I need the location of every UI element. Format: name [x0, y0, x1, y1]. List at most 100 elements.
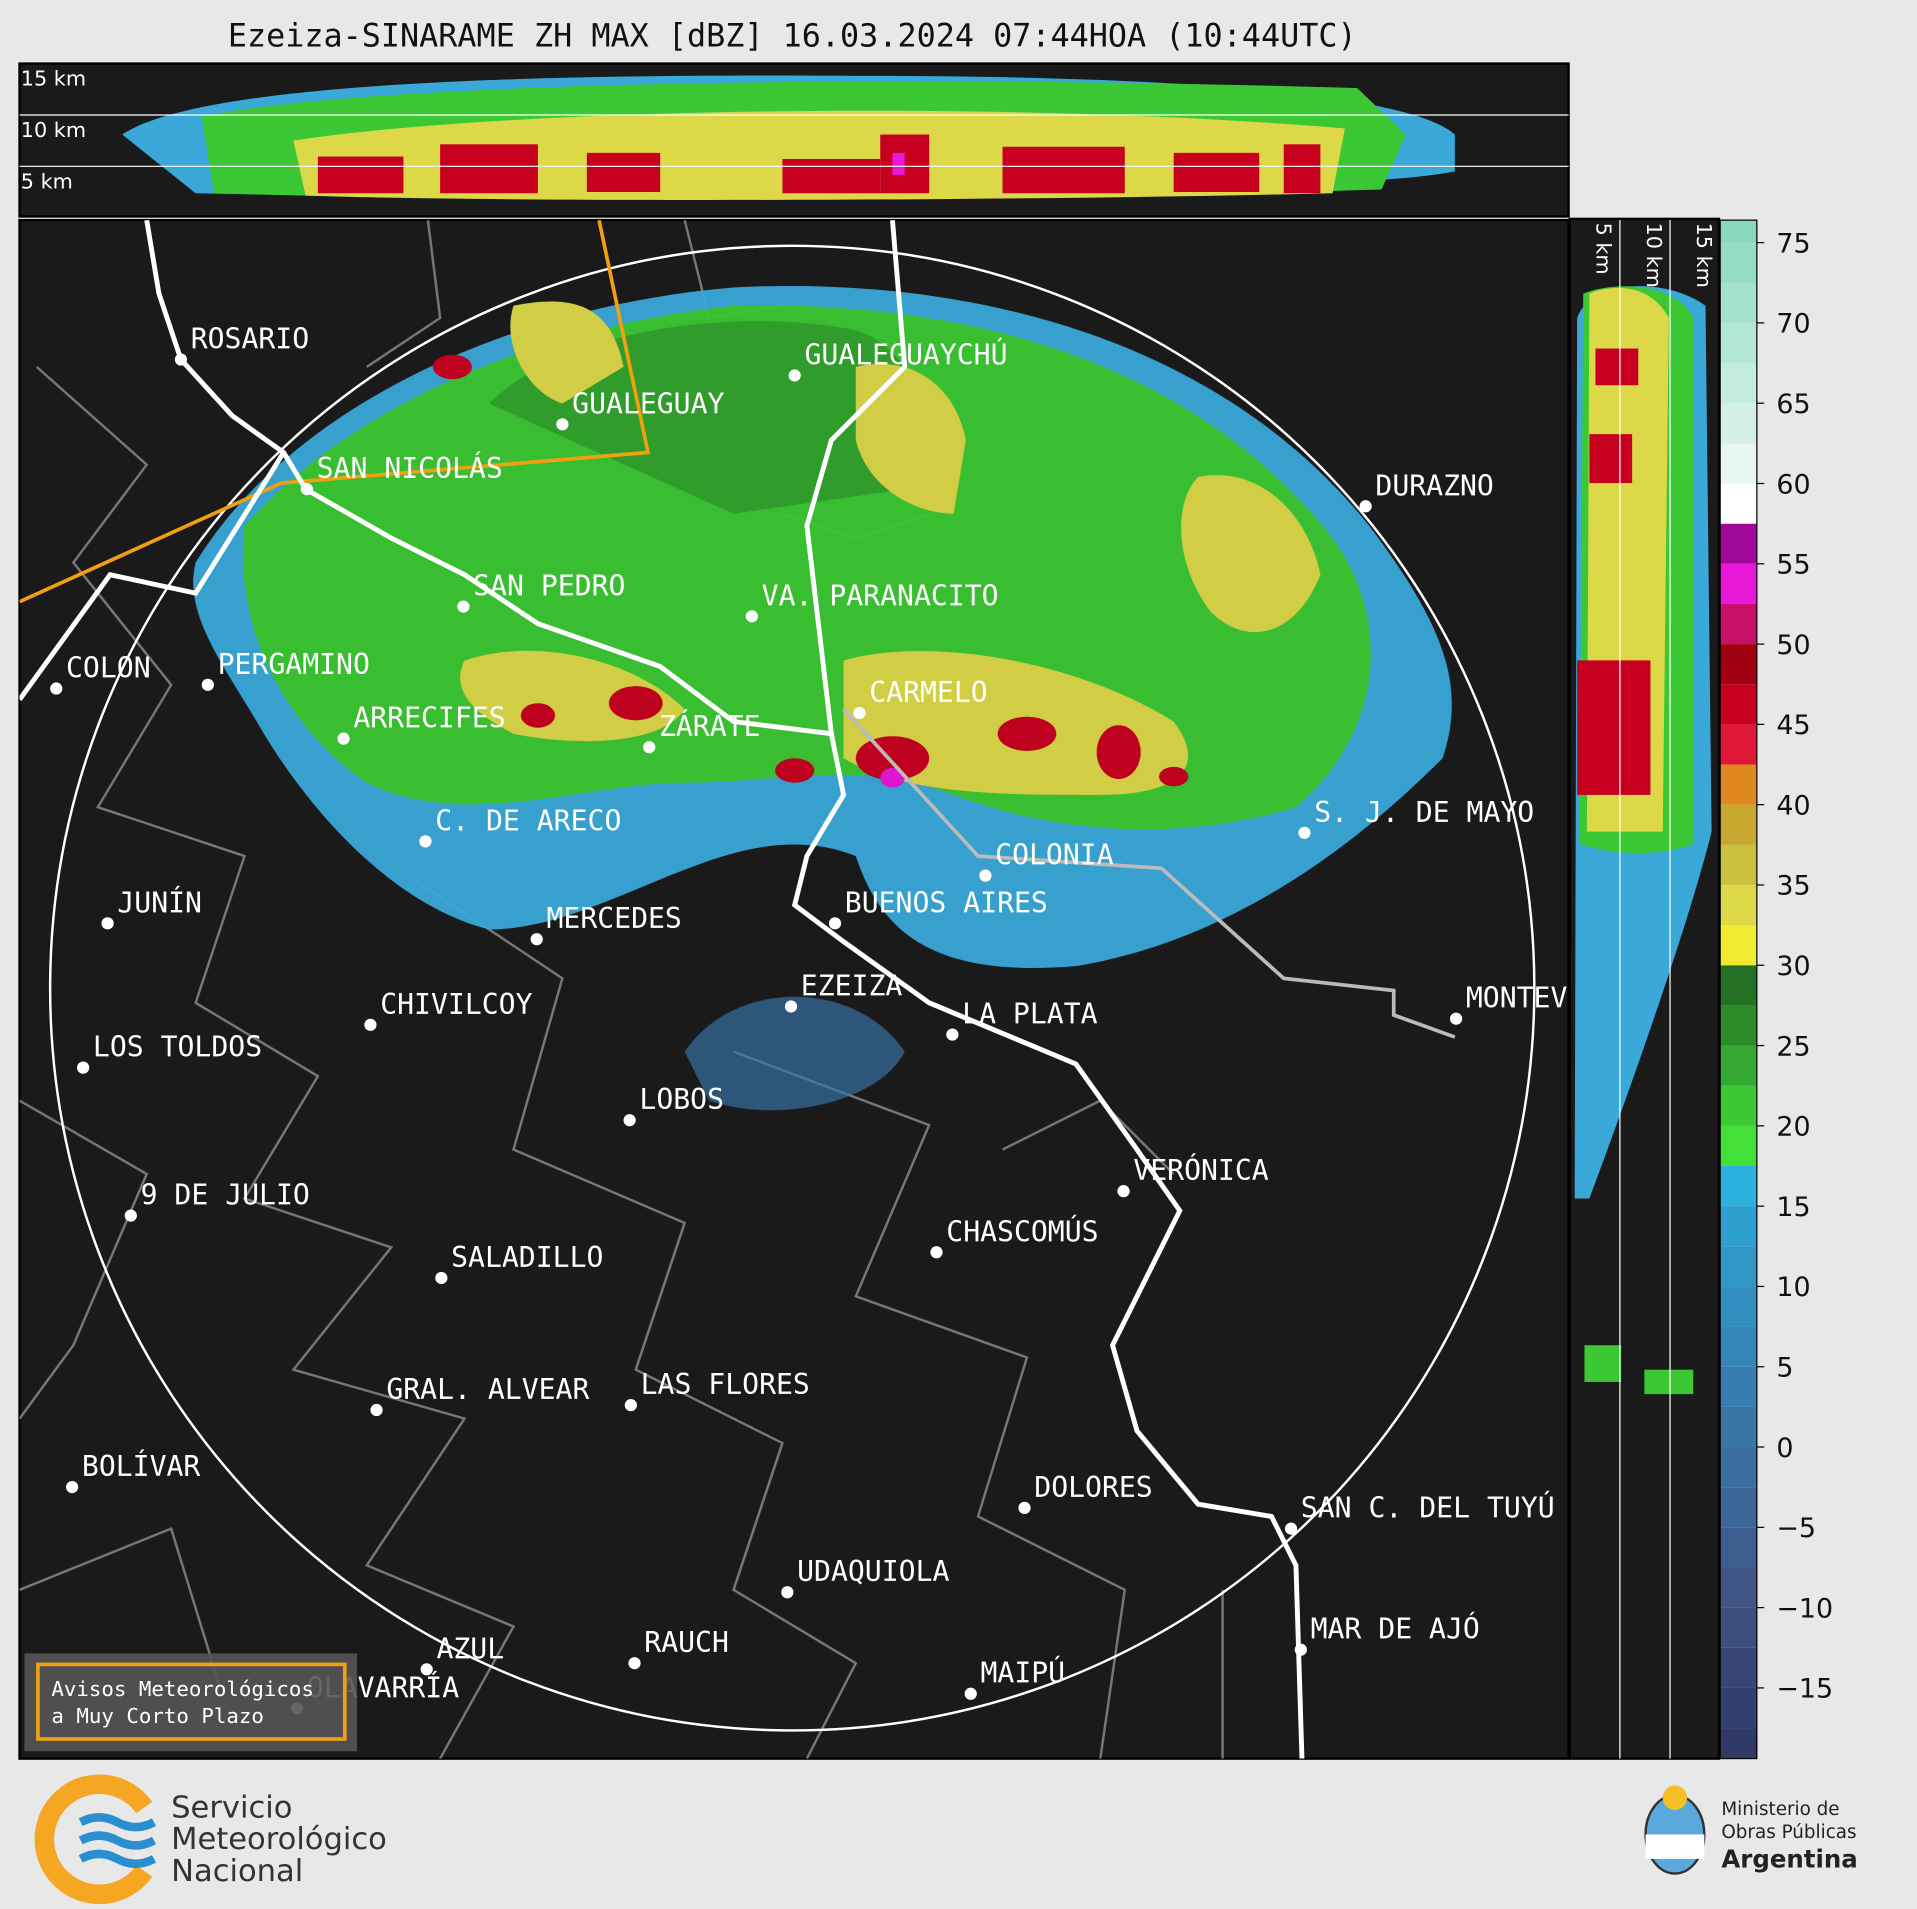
- city-label: MONTEVIDEO: [1466, 982, 1635, 1015]
- city-label: JUNÍN: [117, 885, 202, 919]
- city-label: LA PLATA: [962, 998, 1097, 1031]
- colorbar-step: [1720, 1005, 1757, 1046]
- city-label: AZUL: [436, 1632, 504, 1665]
- colorbar-step: [1720, 1647, 1757, 1688]
- colorbar-tick-label: 40: [1776, 790, 1810, 821]
- city-dot: [66, 1480, 79, 1494]
- colorbar-step: [1720, 363, 1757, 404]
- city-label: 9 DE JULIO: [141, 1179, 310, 1212]
- coast: [842, 708, 1456, 1039]
- city-dot: [1359, 500, 1372, 513]
- city-label: COLON: [66, 652, 151, 685]
- colorbar-tick-label: 0: [1776, 1433, 1793, 1464]
- city-label: LAS FLORES: [641, 1368, 810, 1401]
- colorbar-tick-label: −5: [1776, 1513, 1816, 1544]
- city-dot: [946, 1028, 959, 1041]
- city-label: UDAQUIOLA: [797, 1555, 949, 1588]
- colorbar-step: [1720, 242, 1757, 283]
- city-label: SAN C. DEL TUYÚ: [1301, 1491, 1555, 1525]
- colorbar-step: [1720, 1527, 1757, 1568]
- agency-name: Servicio: [171, 1790, 292, 1825]
- city-label: CARMELO: [869, 676, 987, 709]
- city-dot: [788, 369, 801, 382]
- colorbar-tick-label: 25: [1776, 1031, 1810, 1062]
- city-dot: [1117, 1185, 1130, 1198]
- colorbar-step: [1720, 844, 1757, 885]
- level-label: 5 km: [21, 169, 73, 193]
- colorbar-step: [1720, 1246, 1757, 1287]
- city-dot: [457, 600, 470, 613]
- level-label: 15 km: [21, 67, 86, 91]
- colorbar-step: [1720, 1326, 1757, 1367]
- ministry-emblem: [1644, 1785, 1706, 1875]
- city-dot: [419, 835, 432, 848]
- colorbar-tick-label: 65: [1776, 389, 1810, 420]
- notice-frame: [36, 1662, 347, 1741]
- colorbar-step: [1720, 282, 1757, 323]
- city-label: CHASCOMÚS: [946, 1214, 1098, 1248]
- city-dot: [781, 1586, 794, 1599]
- city-dot: [300, 483, 313, 496]
- city-label: COLONIA: [995, 839, 1114, 872]
- colorbar-step: [1720, 764, 1757, 805]
- level-label: 5 km: [1592, 223, 1616, 275]
- city-label: EZEIZA: [801, 969, 903, 1002]
- city-label: MAR DE AJÓ: [1311, 1612, 1480, 1646]
- city-dot: [1294, 1643, 1307, 1656]
- colorbar-step: [1720, 724, 1757, 765]
- colorbar-tick-label: 15: [1776, 1192, 1810, 1223]
- agency-name: Meteorológico: [171, 1822, 387, 1857]
- colorbar-step: [1720, 220, 1757, 243]
- city-dot: [1449, 1012, 1463, 1025]
- colorbar-step: [1720, 1045, 1757, 1086]
- colorbar-tick-label: −10: [1776, 1593, 1833, 1624]
- province-line: [19, 220, 651, 604]
- city-label: GRAL. ALVEAR: [386, 1373, 589, 1406]
- ministry-name: Ministerio de: [1721, 1799, 1839, 1820]
- city-dot: [1018, 1501, 1031, 1514]
- city-label: BOLÍVAR: [82, 1449, 201, 1483]
- colorbar-tick-label: 5: [1776, 1353, 1793, 1384]
- colorbar-step: [1720, 563, 1757, 604]
- city-dot: [784, 1000, 798, 1013]
- colorbar-step: [1720, 1406, 1757, 1448]
- city-label: LOBOS: [639, 1083, 724, 1116]
- colorbar-step: [1720, 483, 1757, 524]
- colorbar-tick-label: 60: [1776, 469, 1810, 500]
- city-dot: [77, 1061, 90, 1074]
- colorbar-step: [1720, 884, 1757, 926]
- right-echo: [1574, 286, 1712, 1395]
- city-label: C. DE ARECO: [435, 804, 621, 837]
- notice-text: Avisos Meteorológicos: [51, 1677, 314, 1701]
- colorbar-step: [1720, 1166, 1757, 1207]
- colorbar-step: [1720, 925, 1757, 966]
- colorbar-step: [1720, 1206, 1757, 1247]
- city-dot: [628, 1657, 641, 1670]
- city-dot: [530, 933, 543, 946]
- city-dot: [930, 1246, 943, 1259]
- city-label: RAUCH: [644, 1626, 729, 1659]
- colorbar-step: [1720, 1728, 1757, 1759]
- colorbar-tick-label: 70: [1776, 309, 1810, 340]
- colorbar-step: [1720, 403, 1757, 444]
- notice-box: [24, 1653, 357, 1752]
- colorbar-step: [1720, 1085, 1757, 1126]
- city-dot: [50, 682, 63, 695]
- colorbar-step: [1720, 1366, 1757, 1407]
- city-dot: [174, 353, 188, 366]
- range-ring: [48, 244, 1536, 1732]
- city-label: MAIPÚ: [981, 1656, 1066, 1690]
- ministry-name: Argentina: [1721, 1844, 1857, 1873]
- city-label: ARRECIFES: [353, 702, 505, 735]
- city-dot: [853, 706, 866, 720]
- top-echo: [122, 75, 1455, 200]
- colorbar-step: [1720, 1125, 1757, 1167]
- city-dot: [624, 1399, 637, 1412]
- colorbar-step: [1720, 603, 1757, 645]
- agency-name: Nacional: [171, 1854, 303, 1889]
- city-label: ROSARIO: [191, 323, 309, 356]
- city-dot: [370, 1403, 383, 1417]
- map-layer: ROSARIO GUALEGUAY GUALEGUAYCHÚ SAN NICOLÁS D…: [19, 220, 1635, 1759]
